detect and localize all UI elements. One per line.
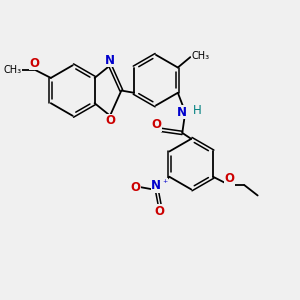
Text: O: O (224, 172, 234, 185)
Text: O: O (151, 118, 161, 131)
Text: O: O (105, 114, 116, 127)
Text: CH₃: CH₃ (4, 64, 22, 75)
Text: N: N (177, 106, 187, 118)
Text: O: O (29, 57, 40, 70)
Text: O: O (130, 181, 140, 194)
Text: O: O (155, 205, 165, 218)
Text: N: N (105, 54, 116, 67)
Text: ⁺: ⁺ (163, 178, 168, 189)
Text: H: H (194, 104, 202, 117)
Text: CH₃: CH₃ (191, 51, 209, 61)
Text: N: N (151, 179, 161, 193)
